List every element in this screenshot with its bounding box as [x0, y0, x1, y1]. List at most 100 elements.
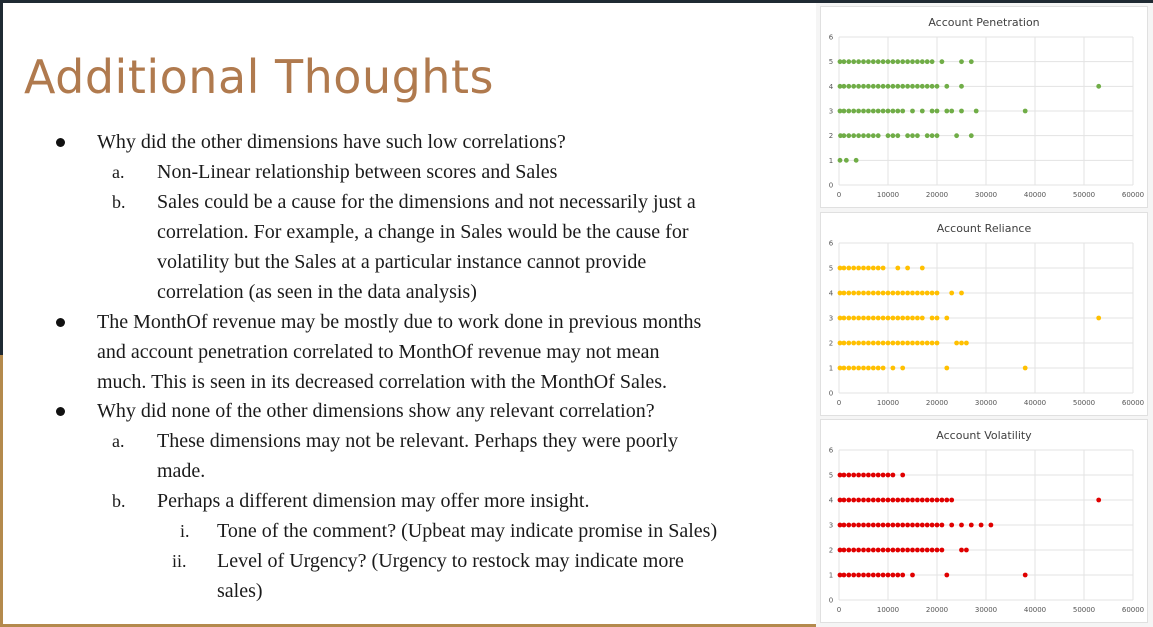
data-point [934, 522, 940, 528]
chart-title: Account Penetration [928, 16, 1039, 29]
data-point [880, 290, 886, 296]
data-point [866, 108, 871, 114]
data-point [910, 572, 915, 578]
data-point [870, 340, 876, 346]
data-point [905, 497, 910, 503]
data-point [856, 133, 861, 139]
data-point [861, 133, 866, 139]
data-point [841, 340, 847, 346]
data-point [895, 290, 901, 296]
data-point [910, 83, 915, 89]
data-point [910, 547, 915, 553]
data-point [939, 497, 945, 503]
data-point [861, 572, 866, 578]
data-point [866, 59, 871, 65]
list-marker: b. [112, 192, 126, 212]
sub-bullet-text: These dimensions may not be relevant. Pe… [157, 430, 678, 452]
x-tick-label: 40000 [1024, 399, 1046, 407]
data-point [846, 572, 852, 578]
data-point [837, 522, 843, 528]
x-tick-label: 20000 [926, 191, 948, 199]
data-point [870, 290, 876, 296]
data-point [837, 315, 843, 321]
data-point [856, 83, 861, 89]
data-point [919, 340, 925, 346]
list-marker: ii. [172, 551, 187, 571]
data-point [875, 340, 881, 346]
data-point [890, 340, 896, 346]
data-point [944, 365, 950, 371]
data-point [851, 83, 857, 89]
bullet-marker [56, 318, 65, 327]
y-tick-label: 2 [829, 340, 833, 348]
data-point [861, 315, 866, 321]
data-point [851, 472, 857, 478]
data-point [851, 522, 857, 528]
data-point [851, 340, 857, 346]
data-point [919, 59, 925, 65]
data-point [851, 265, 857, 271]
data-point [905, 83, 910, 89]
data-point [880, 365, 886, 371]
sub-sub-bullet-text: Level of Urgency? (Urgency to restock ma… [217, 550, 684, 572]
data-point [915, 83, 920, 89]
sub-bullet-text: made. [157, 460, 206, 482]
data-point [895, 59, 901, 65]
data-point [856, 572, 861, 578]
data-point [900, 472, 906, 478]
data-point [890, 572, 896, 578]
data-point [968, 133, 974, 139]
data-point [929, 497, 935, 503]
data-point [915, 59, 920, 65]
data-point [880, 59, 886, 65]
data-point [841, 497, 847, 503]
data-point [919, 290, 925, 296]
data-point [949, 290, 955, 296]
list-marker: i. [180, 521, 190, 541]
data-point [846, 547, 852, 553]
data-point [1096, 83, 1102, 89]
y-tick-label: 1 [829, 157, 833, 165]
x-tick-label: 50000 [1073, 399, 1095, 407]
data-point [910, 340, 915, 346]
sub-bullet-text: Non-Linear relationship between scores a… [157, 161, 558, 183]
data-point [851, 547, 857, 553]
data-point [866, 83, 871, 89]
data-point [949, 108, 955, 114]
data-point [915, 290, 920, 296]
data-point [846, 59, 852, 65]
data-point [905, 315, 910, 321]
data-point [880, 265, 886, 271]
chart-svg: Account Volatility 0 1 2 3 4 5 6 0 10000 20000 3000… [829, 429, 1144, 614]
data-point [934, 547, 940, 553]
data-point [866, 547, 871, 553]
data-point [880, 547, 886, 553]
data-point [924, 59, 930, 65]
data-point [1022, 108, 1028, 114]
data-point [915, 497, 920, 503]
x-tick-label: 60000 [1122, 399, 1144, 407]
data-point [841, 315, 847, 321]
data-point [890, 365, 896, 371]
data-point [895, 572, 901, 578]
data-point [880, 108, 886, 114]
x-tick-label: 10000 [877, 399, 899, 407]
sub-sub-bullet-text: Tone of the comment? (Upbeat may indicat… [217, 520, 718, 542]
data-point [929, 547, 935, 553]
x-tick-label: 40000 [1024, 191, 1046, 199]
data-point [900, 59, 906, 65]
data-point [910, 133, 915, 139]
data-point [870, 547, 876, 553]
data-point [861, 59, 866, 65]
data-point [905, 547, 910, 553]
data-point [949, 497, 955, 503]
data-point [959, 522, 964, 528]
data-point [885, 315, 891, 321]
y-tick-label: 3 [829, 522, 833, 530]
data-point [880, 472, 886, 478]
list-marker: b. [112, 491, 126, 511]
y-tick-label: 5 [829, 265, 833, 273]
data-point [851, 365, 857, 371]
data-point [905, 340, 910, 346]
x-tick-label: 0 [837, 606, 841, 614]
